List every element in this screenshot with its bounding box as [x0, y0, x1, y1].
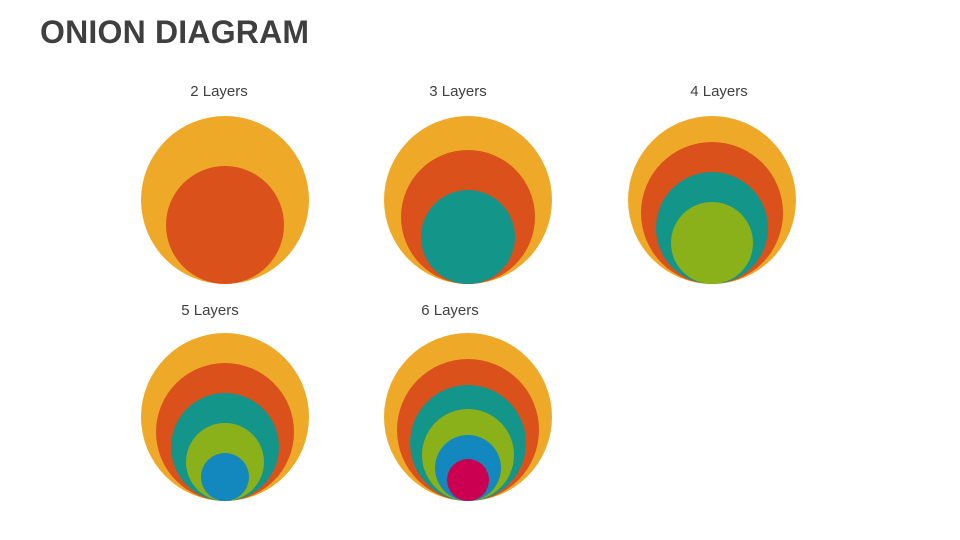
- onion-diagram-2-layers: [141, 116, 309, 284]
- onion-layer-3-inner: [421, 190, 515, 284]
- onion-layer-4-inner: [671, 202, 753, 284]
- diagram-label-5-layers: 5 Layers: [181, 302, 239, 319]
- onion-diagram-5-layers: [141, 333, 309, 501]
- diagram-label-3-layers: 3 Layers: [429, 83, 487, 100]
- onion-diagram-6-layers: [384, 333, 552, 501]
- onion-layer-5-inner: [201, 453, 249, 501]
- onion-diagram-3-layers: [384, 116, 552, 284]
- page-title: ONION DIAGRAM: [40, 14, 310, 50]
- diagram-label-6-layers: 6 Layers: [421, 302, 479, 319]
- diagram-label-4-layers: 4 Layers: [690, 83, 748, 100]
- onion-diagram-4-layers: [628, 116, 796, 284]
- onion-layer-2-inner: [166, 166, 284, 284]
- diagram-label-2-layers: 2 Layers: [190, 83, 248, 100]
- onion-layer-6-inner: [447, 459, 489, 501]
